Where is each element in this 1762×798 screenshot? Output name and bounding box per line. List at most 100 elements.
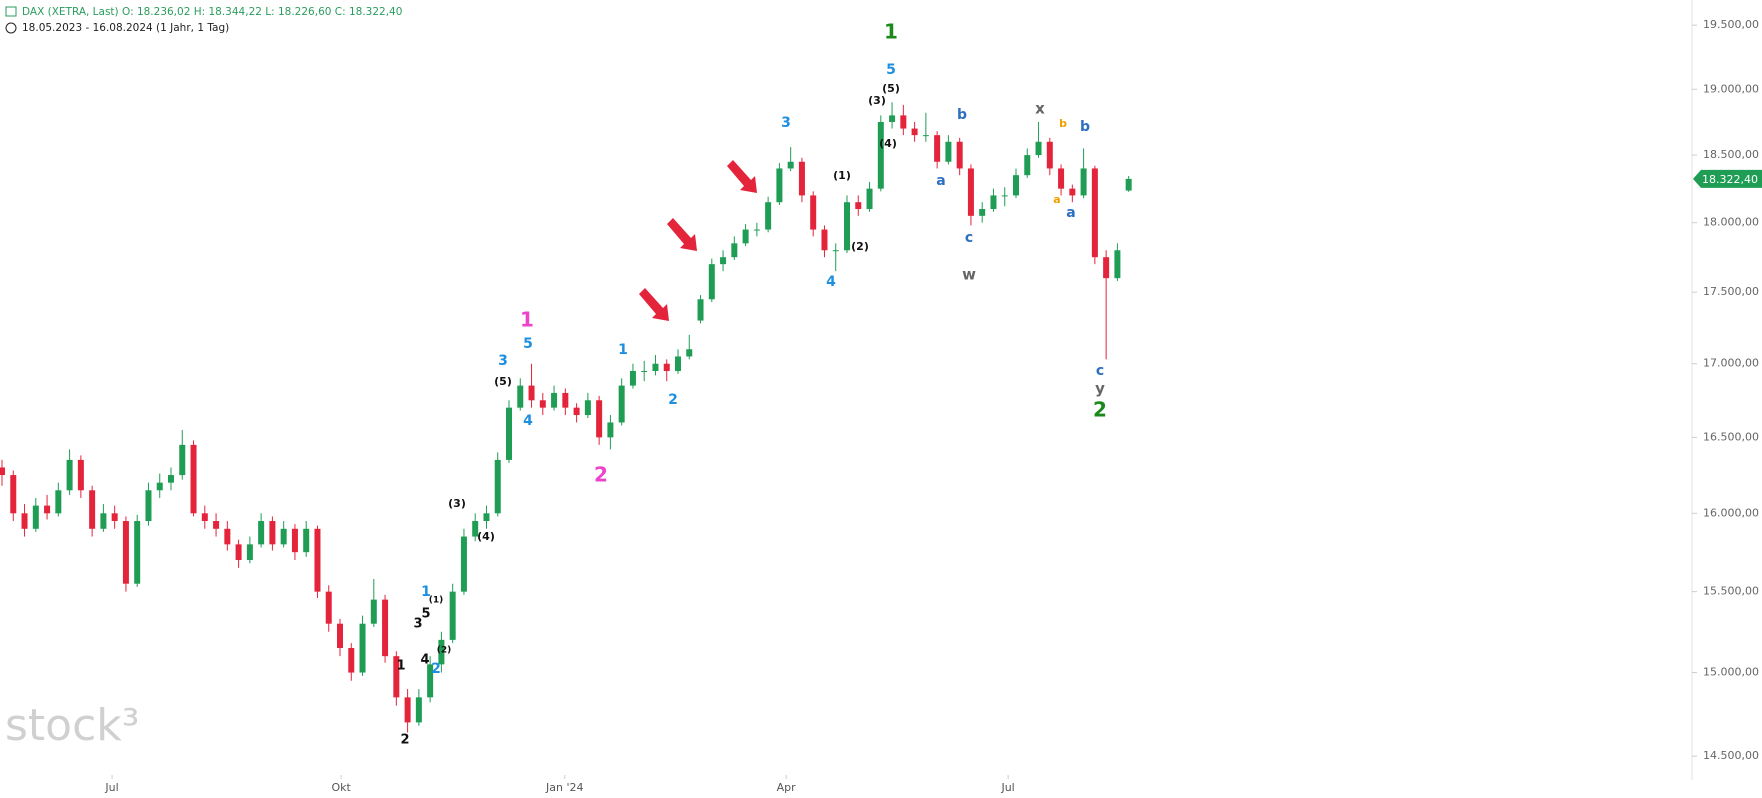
arrows (639, 160, 757, 321)
candle-body (573, 407, 580, 416)
candle-body (1001, 195, 1008, 197)
y-tick-label: 17.000,00 (1703, 357, 1759, 370)
wave-label: c (965, 230, 973, 246)
candle-body (731, 243, 738, 258)
candle-body (404, 697, 411, 723)
candle-body (460, 536, 467, 592)
candle-body (415, 697, 422, 723)
candle-body (156, 482, 163, 491)
candle-body (224, 528, 231, 545)
wave-label: (2) (851, 240, 869, 253)
candle-body (821, 229, 828, 251)
candle-body (303, 528, 310, 553)
wave-label: 4 (420, 653, 429, 668)
price-tag-label: 18.322,40 (1702, 173, 1758, 186)
wave-label: 5 (523, 336, 533, 352)
candle-body (246, 544, 253, 561)
candle-body (686, 349, 693, 357)
candle-body (348, 648, 355, 673)
candle-body (844, 202, 850, 251)
candle-body (798, 161, 805, 196)
candle-body (1013, 175, 1019, 196)
candle-body (449, 591, 456, 640)
candle-body (0, 467, 5, 476)
candle-body (596, 400, 603, 438)
wave-label: (2) (437, 646, 452, 656)
wave-label: 1 (884, 20, 898, 44)
candle-body (1080, 168, 1087, 196)
candle-body (472, 521, 479, 537)
y-tick-label: 18.500,00 (1703, 148, 1759, 161)
candle-body (1058, 168, 1065, 189)
x-tick-label: Jul (104, 781, 118, 794)
candle-body (990, 195, 997, 210)
candle-body (675, 356, 681, 371)
candle-body (753, 229, 760, 231)
wave-label: (1) (429, 596, 444, 606)
candle-body (607, 422, 614, 438)
candle-body (393, 656, 400, 698)
y-tick-label: 17.500,00 (1703, 285, 1759, 298)
candle-body (889, 115, 896, 122)
wave-label: 3 (781, 115, 791, 131)
candle-body (1069, 188, 1076, 196)
candle-body (1114, 250, 1121, 279)
arrow (667, 218, 697, 251)
x-tick-label: Apr (777, 781, 797, 794)
candle-body (776, 168, 783, 203)
wave-label: 4 (523, 413, 533, 429)
wave-label: 5 (886, 62, 896, 78)
candle-body (539, 400, 546, 408)
candle-body (810, 195, 817, 230)
y-tick-label: 16.000,00 (1703, 506, 1759, 519)
candle-body (708, 264, 715, 300)
candle-body (967, 168, 974, 216)
candle-body (697, 299, 704, 321)
wave-label: 5 (421, 607, 430, 622)
candle-body (235, 544, 242, 561)
candle-body (765, 202, 772, 230)
x-tick-label: Jul (1000, 781, 1014, 794)
candle-body (66, 459, 73, 491)
candle-body (934, 135, 941, 162)
candle-body (832, 250, 839, 252)
candle-body (77, 459, 84, 491)
candle-body (438, 639, 445, 665)
candle-body (44, 505, 51, 514)
candle-body (900, 115, 907, 129)
wave-label: 2 (1093, 398, 1107, 422)
candle-body (280, 528, 287, 545)
x-tick-label: Jan '24 (545, 781, 583, 794)
candle-body (201, 513, 208, 522)
wave-label: a (1053, 193, 1060, 206)
wave-label: (4) (477, 530, 495, 543)
candle-body (269, 521, 276, 545)
wave-label: w (962, 266, 976, 284)
wave-label: x (1035, 100, 1045, 118)
wave-label: 1 (421, 584, 431, 600)
wave-label: y (1095, 380, 1105, 398)
candle-body (787, 161, 794, 169)
wave-label: 1 (618, 342, 628, 358)
y-tick-label: 14.500,00 (1703, 749, 1759, 762)
y-tick-label: 18.000,00 (1703, 216, 1759, 229)
candle-body (877, 121, 884, 189)
candle-body (55, 490, 62, 514)
y-tick-label: 19.500,00 (1703, 18, 1759, 31)
wave-label: a (1066, 205, 1075, 221)
candle-body (922, 135, 929, 137)
candle-body (629, 370, 636, 386)
candle-body (1024, 155, 1031, 176)
wave-label: b (1059, 117, 1067, 130)
candle-body (652, 363, 659, 371)
candle-body (517, 385, 524, 408)
arrow (727, 160, 757, 193)
candle-body (213, 521, 220, 529)
wave-label: a (936, 173, 945, 189)
candle-body (337, 623, 343, 649)
candle-body (618, 385, 625, 423)
candle-body (134, 521, 141, 584)
candle-body (1125, 178, 1132, 191)
y-tick-label: 15.000,00 (1703, 666, 1759, 679)
